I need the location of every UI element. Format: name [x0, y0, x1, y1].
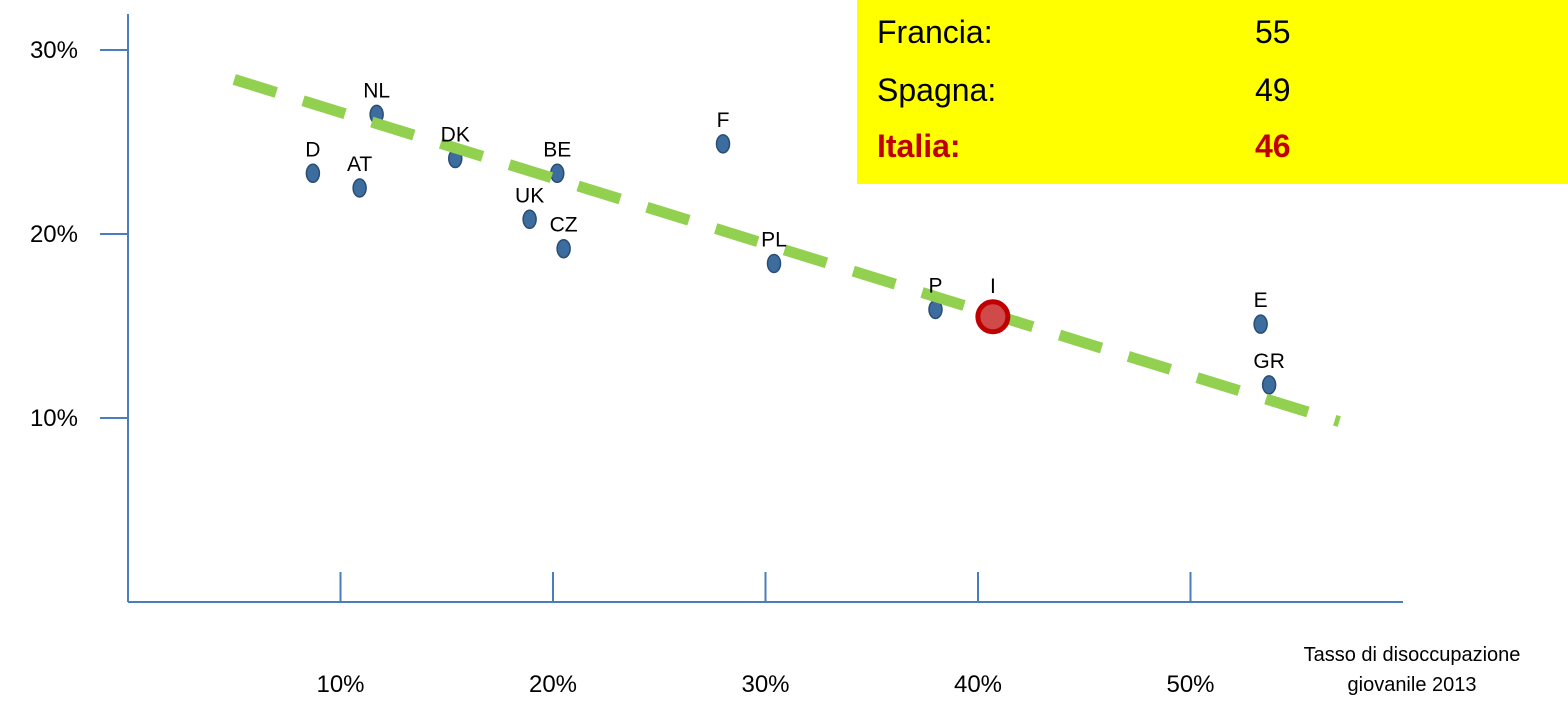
- x-tick-label: 50%: [1166, 671, 1214, 698]
- data-point: [766, 253, 782, 274]
- data-point: [1253, 314, 1268, 334]
- info-country: Italia:: [877, 128, 961, 164]
- trend-line: [232, 74, 1341, 427]
- x-tick-label: 10%: [316, 671, 364, 698]
- point-label: GR: [1253, 350, 1285, 373]
- point-label: BE: [543, 138, 571, 161]
- info-value: 55: [1255, 14, 1291, 50]
- y-tick-label: 30%: [30, 37, 78, 64]
- data-point: [352, 178, 367, 198]
- y-tick-label: 20%: [30, 221, 78, 248]
- data-point: [305, 163, 321, 184]
- x-tick-label: 40%: [954, 671, 1002, 698]
- info-country: Spagna:: [877, 72, 997, 108]
- x-axis-label-line-2: giovanile 2013: [1347, 674, 1477, 696]
- point-label: UK: [515, 184, 544, 207]
- info-value: 46: [1255, 128, 1291, 164]
- info-country: Francia:: [877, 14, 993, 50]
- x-axis-label-line-1: Tasso di disoccupazione: [1303, 644, 1521, 666]
- point-label: CZ: [550, 214, 578, 237]
- point-label: P: [928, 274, 942, 297]
- point-label: D: [305, 138, 320, 161]
- point-label: NL: [363, 79, 390, 102]
- info-row-italia: Italia: 46: [877, 128, 1337, 172]
- data-point: [1261, 375, 1277, 395]
- data-point: [556, 238, 571, 259]
- data-point: [715, 134, 731, 154]
- data-point: [522, 209, 537, 230]
- y-tick-label: 10%: [30, 405, 78, 432]
- info-row-spagna: Spagna: 49: [877, 72, 1337, 116]
- point-label: E: [1254, 289, 1268, 312]
- x-axis-label: Tasso di disoccupazione giovanile 2013: [1262, 640, 1562, 700]
- point-label: PL: [761, 228, 787, 251]
- data-point-highlight: [975, 299, 1011, 335]
- comparison-box: Francia: 55 Spagna: 49 Italia: 46: [857, 0, 1568, 184]
- x-tick-label: 30%: [741, 671, 789, 698]
- point-label: DK: [441, 124, 470, 147]
- point-label: I: [990, 275, 996, 298]
- point-label: F: [717, 109, 730, 132]
- x-tick-label: 20%: [529, 671, 577, 698]
- point-label: AT: [347, 153, 372, 176]
- info-row-francia: Francia: 55: [877, 14, 1337, 58]
- info-value: 49: [1255, 72, 1291, 108]
